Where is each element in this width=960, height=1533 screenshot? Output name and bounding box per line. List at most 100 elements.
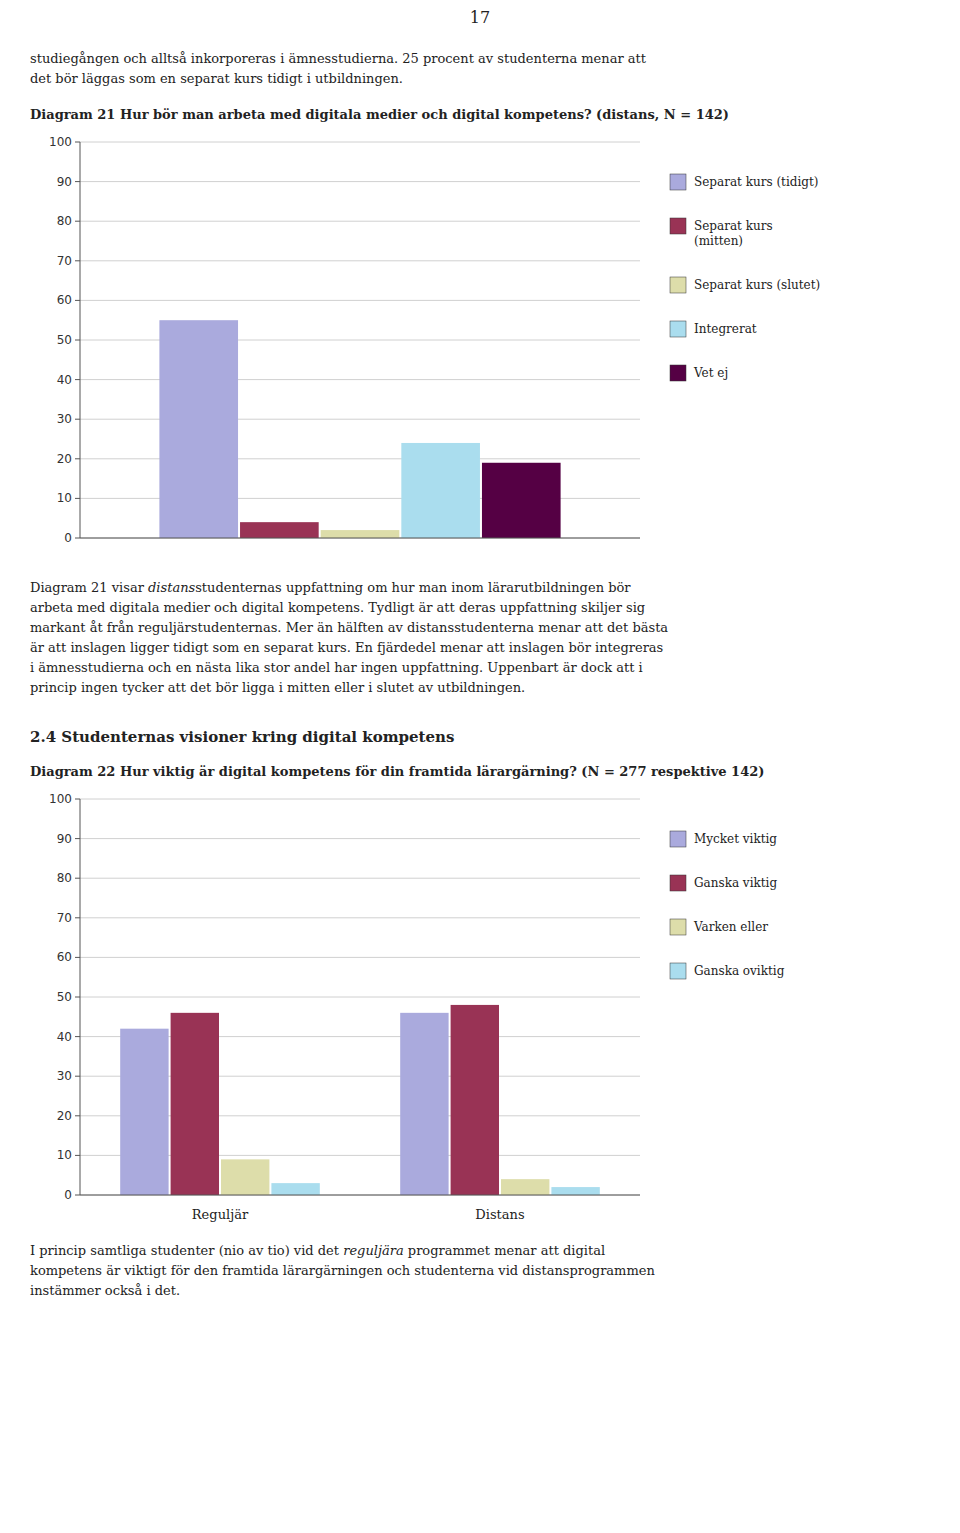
legend-label-line: (mitten): [694, 234, 743, 248]
x-axis: [80, 538, 640, 539]
legend-label-line: Vet ej: [693, 366, 728, 380]
legend-label: Varken eller: [693, 920, 768, 934]
tick-mark: [75, 498, 80, 499]
grid-line: [80, 1195, 640, 1196]
tick-label: 50: [57, 333, 72, 347]
bar: [451, 1005, 499, 1195]
grid-line: [80, 957, 640, 958]
legend-label-line: Varken eller: [693, 920, 768, 934]
text-line: princip ingen tycker att det bör ligga i…: [30, 678, 930, 698]
tick-label: 30: [57, 1069, 72, 1083]
paragraph: studiegången och alltså inkorporeras i ä…: [30, 49, 930, 89]
legend-swatch: [670, 365, 686, 381]
tick-mark: [75, 957, 80, 958]
legend-label-line: Ganska oviktig: [694, 964, 785, 978]
bar: [240, 522, 319, 538]
legend-label: Ganska viktig: [694, 876, 777, 890]
legend-swatch: [670, 321, 686, 337]
legend-swatch: [670, 174, 686, 190]
tick-mark: [75, 221, 80, 222]
category-label: Reguljär: [192, 1207, 249, 1222]
grid-line: [80, 300, 640, 301]
legend-label: Separat kurs(mitten): [694, 219, 773, 248]
tick-mark: [75, 1155, 80, 1156]
tick-label: 80: [57, 871, 72, 885]
tick-mark: [75, 917, 80, 918]
tick-label: 0: [64, 1188, 72, 1202]
tick-mark: [75, 419, 80, 420]
legend-label: Ganska oviktig: [694, 964, 785, 978]
tick-label: 40: [57, 1030, 72, 1044]
bar: [221, 1159, 269, 1195]
tick-mark: [75, 1076, 80, 1077]
legend-label: Separat kurs (tidigt): [694, 175, 818, 189]
tick-label: 90: [57, 832, 72, 846]
text-line: kompetens är viktigt för den framtida lä…: [30, 1261, 930, 1281]
tick-mark: [75, 260, 80, 261]
tick-mark: [75, 1195, 80, 1196]
legend-label: Separat kurs (slutet): [694, 278, 820, 292]
legend-label-line: Separat kurs (slutet): [694, 278, 820, 292]
legend: Separat kurs (tidigt) Separat kurs(mitten…: [670, 174, 820, 381]
bar: [321, 530, 400, 538]
tick-label: 70: [57, 254, 72, 268]
tick-label: 10: [57, 1148, 72, 1162]
tick-label: 40: [57, 373, 72, 387]
paragraph: Diagram 21 visar distansstudenternas upp…: [30, 578, 930, 698]
text-line: i ämnesstudierna och en nästa lika stor …: [30, 658, 930, 678]
grid-line: [80, 142, 640, 143]
legend-label-line: Separat kurs: [694, 219, 773, 233]
chart: 0102030405060708090100ReguljärDistansMyc…: [30, 785, 930, 1235]
tick-mark: [75, 340, 80, 341]
text-segment: I princip samtliga studenter (nio av tio…: [30, 1243, 343, 1258]
tick-mark: [75, 142, 80, 143]
page: 17studiegången och alltså inkorporeras i…: [0, 0, 960, 1301]
tick-label: 80: [57, 214, 72, 228]
grid-line: [80, 260, 640, 261]
tick-label: 50: [57, 990, 72, 1004]
chart-title: Diagram 21 Hur bör man arbeta med digita…: [30, 107, 930, 122]
text-line: markant åt från reguljärstudenternas. Me…: [30, 618, 930, 638]
tick-mark: [75, 458, 80, 459]
chart: 0102030405060708090100Separat kurs (tidi…: [30, 128, 930, 578]
tick-mark: [75, 878, 80, 879]
bar: [401, 443, 480, 538]
grid-line: [80, 181, 640, 182]
tick-label: 20: [57, 452, 72, 466]
tick-label: 70: [57, 911, 72, 925]
tick-label: 90: [57, 175, 72, 189]
legend-label-line: Mycket viktig: [694, 832, 777, 846]
tick-mark: [75, 1036, 80, 1037]
text-segment: studenternas uppfattning om hur man inom…: [195, 580, 630, 595]
text-segment: Diagram 21 visar: [30, 580, 148, 595]
bar: [551, 1187, 599, 1195]
grid-line: [80, 997, 640, 998]
tick-mark: [75, 799, 80, 800]
tick-mark: [75, 181, 80, 182]
legend-label-line: Ganska viktig: [694, 876, 777, 890]
tick-label: 0: [64, 531, 72, 545]
tick-mark: [75, 538, 80, 539]
grid-line: [80, 838, 640, 839]
bar: [501, 1179, 549, 1195]
text-line: I princip samtliga studenter (nio av tio…: [30, 1241, 930, 1261]
category-label: Distans: [475, 1207, 524, 1222]
legend-swatch: [670, 919, 686, 935]
text-line: arbeta med digitala medier och digital k…: [30, 598, 930, 618]
text-line: instämmer också i det.: [30, 1281, 930, 1301]
bars: [159, 320, 560, 538]
text-line: det bör läggas som en separat kurs tidig…: [30, 69, 930, 89]
legend-label: Vet ej: [693, 366, 728, 380]
bar: [482, 463, 561, 538]
tick-mark: [75, 300, 80, 301]
text-line: är att inslagen ligger tidigt som en sep…: [30, 638, 930, 658]
grid-line: [80, 917, 640, 918]
legend-label: Mycket viktig: [694, 832, 777, 846]
legend-swatch: [670, 831, 686, 847]
x-axis: [80, 1195, 640, 1196]
legend-swatch: [670, 218, 686, 234]
tick-label: 100: [49, 135, 72, 149]
legend-label-line: Integrerat: [694, 322, 757, 336]
bar: [159, 320, 238, 538]
tick-label: 20: [57, 1109, 72, 1123]
